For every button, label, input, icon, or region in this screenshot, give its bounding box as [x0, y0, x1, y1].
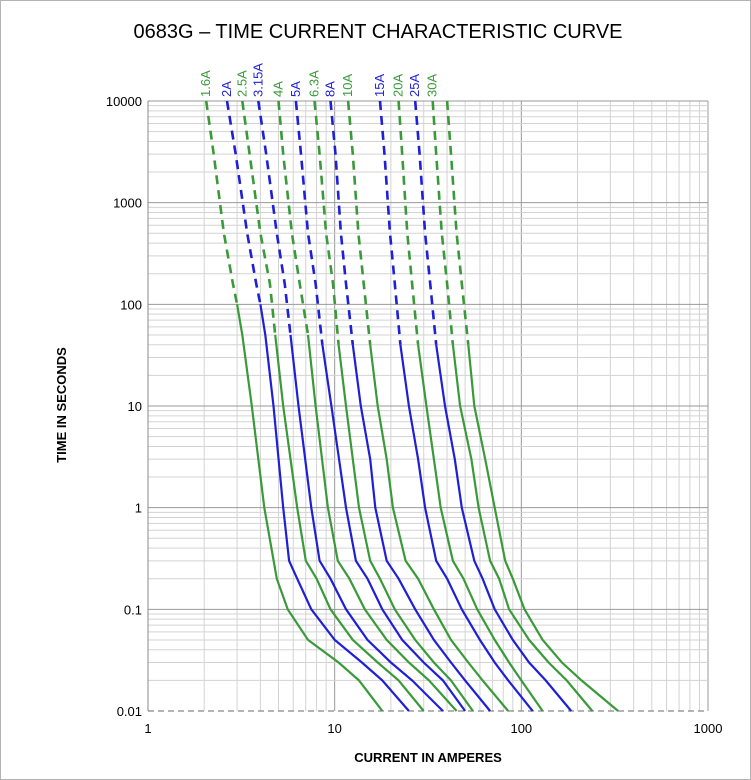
curve-label: 25A — [407, 74, 422, 97]
curve-solid-6.3A — [337, 344, 474, 712]
curve-dashed-30A — [431, 100, 455, 345]
y-tick-label: 1000 — [113, 196, 142, 211]
curve-label: 2.5A — [234, 70, 249, 97]
curve-solid-2A — [259, 304, 410, 712]
curve-label: 20A — [391, 74, 406, 97]
curve-dashed-15A — [378, 100, 402, 345]
x-tick-label: 10 — [327, 721, 341, 736]
curve-dashed-3.15A — [257, 100, 292, 336]
chart-title: 0683G – TIME CURRENT CHARACTERISTIC CURV… — [134, 21, 623, 43]
curve-solid-25A — [435, 344, 573, 712]
x-tick-label: 100 — [510, 721, 532, 736]
curve-solid-15A — [399, 344, 534, 712]
tick-labels: 1 10 100 1000 10000 1000 100 10 1 0.1 0.01 — [106, 94, 723, 736]
curve-solid-series-13 — [467, 344, 619, 712]
y-tick-label: 0.1 — [124, 602, 142, 617]
curve-labels: 1.6A 2A 2.5A 3.15A 4A 5A 6.3A 8A 10A 15A 20A 25A 30A — [198, 63, 440, 97]
curve-solid-30A — [451, 344, 594, 712]
x-tick-label: 1000 — [694, 721, 723, 736]
curve-label: 6.3A — [307, 70, 322, 97]
curve-label: 8A — [323, 81, 338, 97]
curve-dashed-series-13 — [445, 100, 470, 345]
curve-solid-5A — [321, 344, 466, 712]
x-tick-label: 1 — [144, 721, 151, 736]
curve-solid-20A — [417, 344, 544, 712]
curve-solid-10A — [369, 344, 510, 712]
curve-dashed-2.5A — [241, 100, 277, 336]
y-axis-title: TIME IN SECONDS — [54, 347, 69, 463]
curve-solid-3.15A — [289, 334, 444, 712]
curve-solid-2.5A — [274, 334, 425, 712]
curve-solid-8A — [351, 344, 491, 712]
curve-label: 15A — [372, 74, 387, 97]
curve-solid-1.6A — [236, 304, 384, 712]
curve-dashed-1.6A — [204, 100, 239, 305]
curve-label: 1.6A — [198, 70, 213, 97]
y-tick-label: 10 — [128, 399, 142, 414]
curve-dashed-2A — [225, 100, 262, 305]
curve-label: 5A — [288, 81, 303, 97]
curves — [204, 100, 619, 712]
y-tick-label: 1 — [135, 501, 142, 516]
curve-dashed-20A — [397, 100, 420, 345]
curve-label: 4A — [271, 81, 286, 97]
curve-dashed-25A — [413, 100, 438, 345]
y-tick-label: 100 — [120, 297, 142, 312]
curve-dashed-10A — [346, 100, 372, 345]
curve-solid-4A — [306, 334, 458, 712]
y-tick-label: 0.01 — [117, 704, 142, 719]
curve-label: 3.15A — [250, 63, 265, 97]
curve-dashed-4A — [277, 100, 310, 336]
x-axis-title: CURRENT IN AMPERES — [354, 750, 502, 765]
curve-dashed-8A — [329, 100, 355, 345]
grid — [147, 100, 709, 712]
curve-dashed-6.3A — [313, 100, 340, 345]
curve-label: 10A — [340, 74, 355, 97]
curve-dashed-5A — [294, 100, 324, 345]
y-tick-label: 10000 — [106, 94, 142, 109]
curve-label: 30A — [425, 74, 440, 97]
curve-label: 2A — [219, 81, 234, 97]
